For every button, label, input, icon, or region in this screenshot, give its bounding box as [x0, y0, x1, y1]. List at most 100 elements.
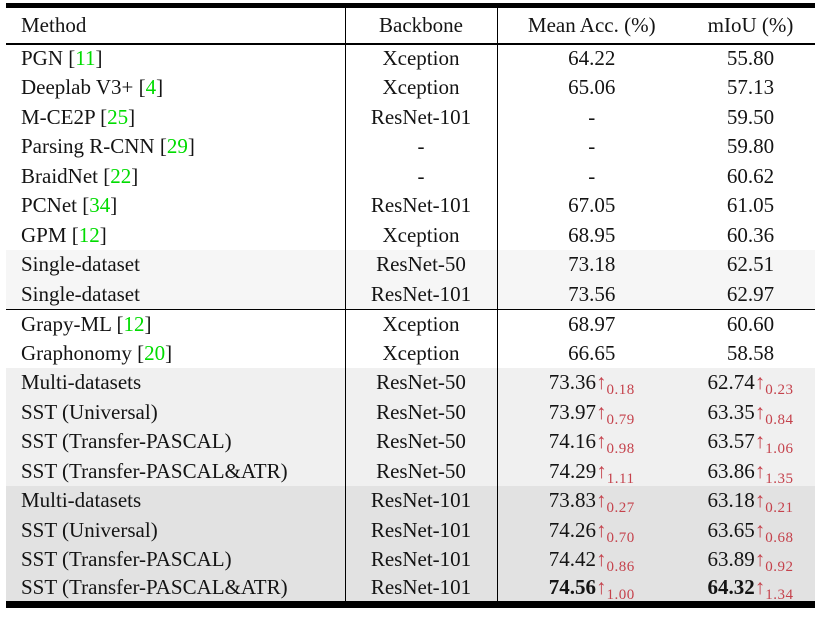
- up-arrow-icon: ↑: [596, 575, 607, 599]
- up-arrow-icon: ↑: [596, 547, 607, 572]
- method-cell: BraidNet [22]: [6, 161, 346, 191]
- mean-acc-cell: 74.56↑1.00: [497, 574, 686, 604]
- miou-cell: 62.51: [686, 250, 815, 280]
- table-row: PGN [11] Xception 64.22 55.80: [6, 43, 815, 74]
- citation-link[interactable]: 34: [89, 193, 111, 218]
- up-arrow-icon: ↑: [596, 399, 607, 424]
- backbone-cell: ResNet-101: [345, 279, 498, 310]
- mean-acc-cell: 74.42↑0.86: [497, 545, 686, 575]
- citation-link[interactable]: 4: [145, 75, 157, 100]
- citation-link[interactable]: 20: [144, 340, 166, 365]
- up-arrow-icon: ↑: [754, 488, 766, 513]
- backbone-cell: ResNet-50: [345, 397, 498, 427]
- method-name: Graphonomy: [21, 340, 132, 365]
- backbone-cell: ResNet-50: [345, 427, 498, 457]
- metric-value: 62.74: [707, 370, 755, 395]
- metric-value: 73.97: [548, 399, 596, 424]
- miou-cell: 60.60: [686, 309, 815, 339]
- citation-link[interactable]: 29: [166, 134, 188, 159]
- backbone-cell: ResNet-101: [345, 486, 498, 516]
- method-cell: PCNet [34]: [6, 191, 346, 221]
- metric-value: 60.60: [726, 311, 775, 336]
- citation-link[interactable]: 22: [110, 163, 132, 188]
- mean-acc-cell: 73.36↑0.18: [497, 368, 686, 398]
- method-name: Single-dataset: [21, 252, 140, 277]
- metric-value: 63.86: [707, 458, 755, 483]
- citation-link[interactable]: 11: [75, 46, 96, 71]
- miou-cell: 62.97: [686, 279, 815, 310]
- miou-cell: 60.62: [686, 162, 815, 192]
- method-name: PCNet: [21, 193, 78, 218]
- method-cell: Single-dataset: [6, 279, 346, 310]
- method-name: BraidNet: [21, 163, 98, 188]
- method-name: PGN: [21, 46, 64, 71]
- backbone-cell: ResNet-101: [345, 102, 498, 132]
- table-row: Deeplab V3+ [4] Xception 65.06 57.13: [6, 73, 815, 103]
- mean-acc-cell: 64.22: [497, 44, 686, 74]
- gain-annotation: ↑0.92: [755, 547, 794, 575]
- gain-value: 0.70: [606, 529, 635, 546]
- method-cell: Multi-datasets: [6, 368, 346, 398]
- metric-value: -: [588, 104, 596, 129]
- gain-value: 0.79: [606, 411, 635, 428]
- method-name: SST (Transfer-PASCAL): [21, 547, 232, 572]
- metric-value: 74.56: [548, 575, 596, 599]
- column-header-miou: mIoU (%): [686, 5, 815, 45]
- backbone-cell: Xception: [345, 43, 498, 73]
- metric-value: 68.97: [568, 311, 616, 336]
- metric-value: 58.58: [726, 340, 775, 365]
- metric-value: 74.16: [548, 429, 596, 454]
- citation-link[interactable]: 12: [78, 222, 100, 247]
- gain-value: 0.98: [606, 441, 635, 458]
- miou-cell: 63.57↑1.06: [686, 427, 815, 457]
- gain-value: 1.11: [606, 470, 635, 487]
- backbone-cell: ResNet-50: [345, 368, 498, 398]
- backbone-cell: ResNet-101: [345, 515, 498, 545]
- gain-value: 0.92: [765, 559, 794, 576]
- method-cell: M-CE2P [25]: [6, 102, 346, 132]
- method-cell: Graphonomy [20]: [6, 338, 346, 368]
- metric-value: 73.36: [548, 370, 596, 395]
- metric-value: 55.80: [726, 46, 775, 71]
- method-name: Multi-datasets: [21, 488, 142, 513]
- metric-value: 61.05: [726, 193, 775, 218]
- gain-annotation: ↑0.84: [755, 400, 794, 428]
- mean-acc-cell: 73.18: [497, 250, 686, 280]
- table-row: SST (Transfer-PASCAL) ResNet-50 74.16↑0.98…: [6, 427, 815, 457]
- mean-acc-cell: 73.97↑0.79: [497, 397, 686, 428]
- gain-annotation: ↑0.21: [754, 488, 794, 516]
- metric-value: 74.29: [549, 458, 597, 483]
- backbone-cell: Xception: [345, 338, 498, 368]
- miou-cell: 64.32↑1.34: [686, 574, 815, 604]
- method-name: SST (Transfer-PASCAL): [21, 429, 232, 454]
- mean-acc-cell: 74.16↑0.98: [497, 427, 686, 457]
- table-row: Multi-datasets ResNet-50 73.36↑0.18 62.74 ↑0…: [6, 368, 815, 398]
- metric-value: 68.95: [568, 222, 616, 247]
- gain-annotation: ↑0.98: [596, 429, 635, 457]
- gain-annotation: ↑0.68: [755, 518, 794, 546]
- metric-value: 73.56: [568, 281, 616, 306]
- gain-value: 0.68: [765, 529, 794, 546]
- column-header-mean-acc: Mean Acc. (%): [497, 5, 686, 45]
- table-header: Method Backbone Mean Acc. (%) mIoU (%): [6, 5, 815, 45]
- table-body: PGN [11] Xception 64.22 55.80 Deeplab V3+ [4…: [6, 43, 815, 604]
- up-arrow-icon: ↑: [596, 429, 607, 454]
- metric-value: 66.65: [568, 340, 616, 365]
- method-cell: Grapy-ML [12]: [6, 309, 346, 339]
- table-row: Multi-datasets ResNet-101 73.83↑0.27 63.18↑…: [6, 486, 815, 516]
- citation-link[interactable]: 25: [107, 104, 129, 129]
- mean-acc-cell: 68.97: [497, 309, 686, 339]
- table-row: SST (Transfer-PASCAL) ResNet-101 74.42↑0.8…: [6, 545, 815, 575]
- metric-value: 74.42: [548, 547, 596, 572]
- citation-link[interactable]: 12: [123, 311, 145, 336]
- header-row: Method Backbone Mean Acc. (%) mIoU (%): [6, 5, 815, 45]
- gain-annotation: ↑0.18: [596, 370, 635, 398]
- mean-acc-cell: 74.29↑1.11: [497, 456, 686, 487]
- gain-value: 1.00: [606, 587, 635, 603]
- method-name: Single-dataset: [21, 281, 140, 306]
- metric-value: 62.97: [726, 281, 775, 306]
- method-name: SST (Universal): [21, 399, 158, 424]
- mean-acc-cell: -: [497, 162, 686, 192]
- miou-cell: 63.65↑0.68: [686, 515, 815, 546]
- column-header-backbone: Backbone: [345, 5, 498, 45]
